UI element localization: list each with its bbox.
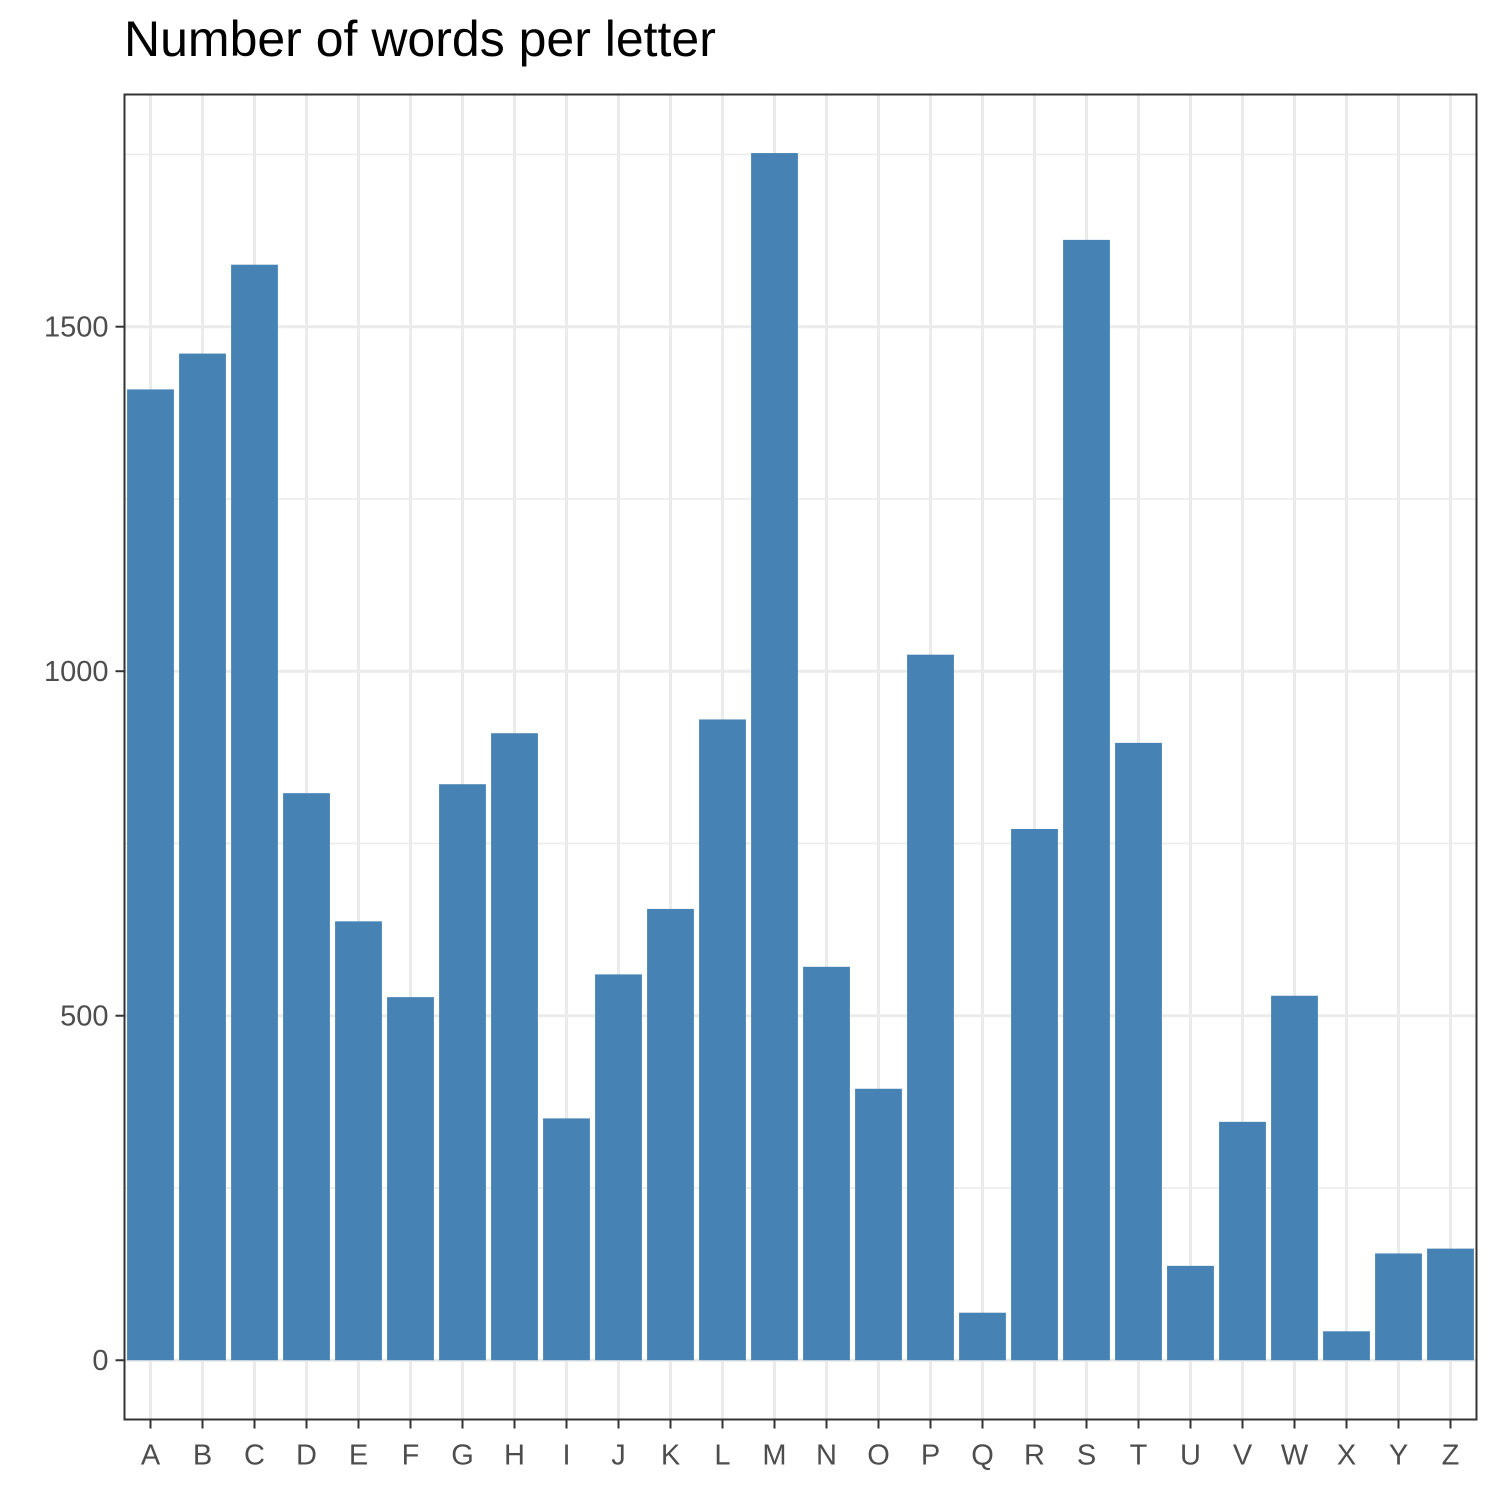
bar-p	[907, 654, 954, 1361]
bar-w	[1271, 995, 1318, 1361]
bar-m	[751, 153, 798, 1361]
x-tick-label: K	[661, 1440, 681, 1472]
bar-x	[1323, 1331, 1370, 1361]
bar-t	[1115, 742, 1162, 1361]
x-tick-label: W	[1281, 1440, 1309, 1472]
x-tick-label: Z	[1442, 1440, 1460, 1472]
x-tick-label: D	[296, 1440, 317, 1472]
axes: 0 500 1000 1500 A B C D E F G H I J K L M N O P Q R S T U V W X Y Z	[44, 312, 1459, 1472]
bar-f	[387, 997, 434, 1361]
bar-v	[1219, 1121, 1266, 1361]
x-tick-label: R	[1024, 1440, 1045, 1472]
bar-h	[491, 733, 538, 1361]
bar-e	[335, 921, 382, 1361]
y-tick-label: 1000	[44, 656, 109, 688]
bar-y	[1375, 1253, 1422, 1361]
x-tick-label: U	[1180, 1440, 1201, 1472]
x-tick-label: E	[349, 1440, 368, 1472]
x-tick-label: Q	[971, 1440, 994, 1472]
chart-title: Number of words per letter	[124, 11, 716, 67]
x-tick-label: V	[1233, 1440, 1253, 1472]
x-tick-label: F	[402, 1440, 420, 1472]
bar-l	[699, 719, 746, 1361]
bar-o	[855, 1088, 902, 1361]
x-tick-label: L	[714, 1440, 730, 1472]
x-tick-label: Y	[1389, 1440, 1408, 1472]
bar-k	[647, 908, 694, 1361]
bar-r	[1011, 829, 1058, 1361]
plot-panel-border	[123, 93, 1478, 1421]
bar-b	[179, 353, 226, 1361]
x-tick-label: A	[141, 1440, 161, 1472]
y-tick-label: 0	[92, 1345, 108, 1377]
x-tick-label: T	[1130, 1440, 1148, 1472]
y-tick-label: 500	[60, 1001, 108, 1033]
bar-n	[803, 966, 850, 1361]
x-tick-label: S	[1077, 1440, 1096, 1472]
x-tick-label: P	[921, 1440, 940, 1472]
x-tick-label: N	[816, 1440, 837, 1472]
x-tick-label: H	[504, 1440, 525, 1472]
x-tick-label: C	[244, 1440, 265, 1472]
bar-g	[439, 784, 486, 1361]
bar-q	[959, 1312, 1006, 1361]
bar-z	[1427, 1248, 1474, 1361]
bar-u	[1167, 1265, 1214, 1361]
bar-d	[283, 793, 330, 1361]
x-tick-label: G	[451, 1440, 474, 1472]
bar-a	[127, 389, 174, 1361]
bar-j	[595, 974, 642, 1361]
bars	[127, 153, 1474, 1361]
y-tick-label: 1500	[44, 312, 109, 344]
x-tick-label: J	[611, 1440, 626, 1472]
x-tick-label: O	[867, 1440, 890, 1472]
bar-c	[231, 264, 278, 1361]
x-tick-label: I	[562, 1440, 570, 1472]
x-tick-label: X	[1337, 1440, 1356, 1472]
x-tick-label: M	[762, 1440, 786, 1472]
bar-s	[1063, 239, 1110, 1361]
bar-i	[543, 1118, 590, 1361]
x-tick-label: B	[193, 1440, 212, 1472]
